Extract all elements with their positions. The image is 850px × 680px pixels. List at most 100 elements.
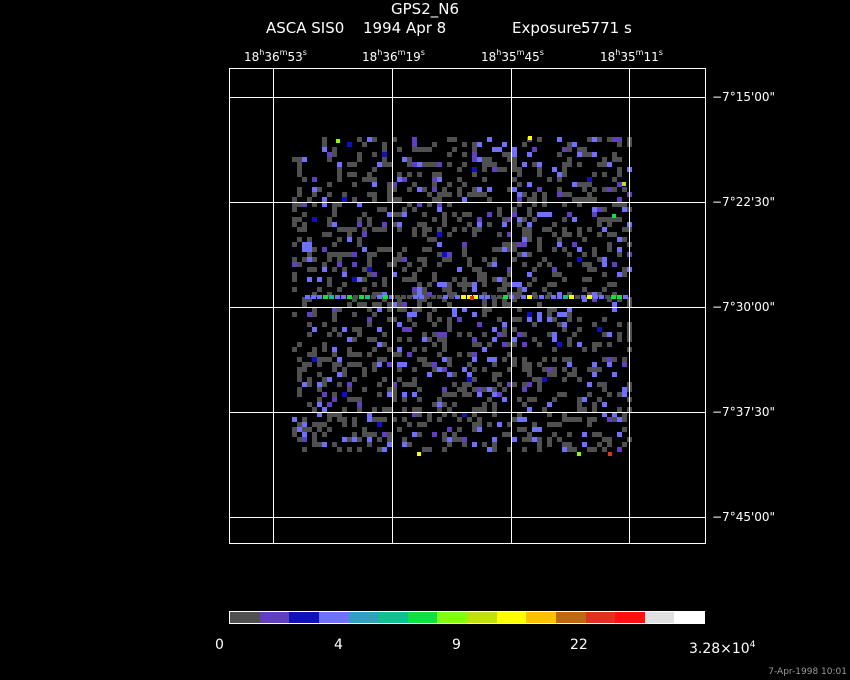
image-pixel (347, 252, 352, 257)
image-pixel (332, 442, 337, 447)
image-pixel (527, 207, 532, 212)
image-pixel (327, 192, 332, 197)
image-pixel (407, 352, 412, 357)
image-pixel (462, 282, 467, 287)
image-pixel (347, 352, 352, 357)
image-pixel (547, 312, 552, 317)
image-pixel (307, 332, 312, 337)
image-pixel (602, 227, 607, 232)
colorbar-segment (259, 612, 290, 623)
image-pixel (507, 217, 512, 222)
image-pixel (322, 147, 327, 152)
image-pixel (347, 382, 352, 387)
image-pixel (482, 442, 487, 447)
image-pixel (527, 252, 532, 257)
image-pixel (457, 417, 462, 422)
image-pixel (507, 187, 512, 192)
image-pixel (502, 287, 507, 292)
image-pixel (362, 232, 367, 237)
image-pixel (432, 182, 437, 187)
image-pixel (327, 402, 332, 407)
image-pixel (492, 412, 497, 417)
image-pixel (497, 372, 502, 377)
image-pixel (482, 407, 487, 412)
image-pixel (372, 227, 377, 232)
image-pixel (597, 442, 602, 447)
image-pixel (532, 377, 537, 382)
image-pixel (502, 397, 507, 402)
image-pixel (617, 447, 622, 452)
image-pixel (417, 172, 422, 177)
image-pixel (382, 342, 387, 347)
image-pixel (462, 392, 467, 397)
image-pixel (577, 202, 582, 207)
image-pixel (622, 442, 627, 447)
image-pixel (322, 202, 327, 207)
image-pixel (347, 172, 352, 177)
image-pixel (602, 412, 607, 417)
image-pixel (332, 312, 337, 317)
image-pixel (413, 295, 418, 299)
image-pixel (357, 217, 362, 222)
image-pixel (372, 167, 377, 172)
image-pixel (592, 362, 597, 367)
image-pixel (502, 332, 507, 337)
image-pixel (457, 332, 462, 337)
image-pixel (427, 412, 432, 417)
image-pixel (512, 337, 517, 342)
image-pixel (492, 297, 497, 302)
image-pixel (432, 322, 437, 327)
image-pixel (607, 282, 612, 287)
image-pixel (482, 347, 487, 352)
sky-image-pixels (292, 136, 632, 456)
image-pixel (562, 192, 567, 197)
image-pixel (597, 367, 602, 372)
image-pixel (337, 372, 342, 377)
image-pixel (327, 257, 332, 262)
image-pixel (392, 137, 397, 142)
image-pixel (407, 202, 412, 207)
image-pixel (327, 427, 332, 432)
image-pixel (602, 447, 607, 452)
image-pixel (507, 247, 512, 252)
image-pixel (412, 292, 417, 297)
image-pixel (377, 307, 382, 312)
image-pixel (552, 247, 557, 252)
image-pixel (452, 372, 457, 377)
image-pixel (607, 217, 612, 222)
image-pixel (522, 232, 527, 237)
image-pixel (342, 327, 347, 332)
image-pixel (352, 327, 357, 332)
colorbar-segment (407, 612, 438, 623)
image-pixel (362, 227, 367, 232)
image-pixel (492, 167, 497, 172)
image-pixel (407, 382, 412, 387)
image-pixel (592, 212, 597, 217)
image-pixel (557, 192, 562, 197)
image-pixel (382, 357, 387, 362)
image-pixel (487, 262, 492, 267)
image-pixel (437, 227, 442, 232)
image-pixel (452, 437, 457, 442)
image-pixel (332, 307, 337, 312)
image-pixel (462, 387, 467, 392)
image-pixel (593, 295, 598, 299)
image-pixel (327, 252, 332, 257)
image-pixel (607, 442, 612, 447)
image-pixel (462, 212, 467, 217)
image-pixel (477, 227, 482, 232)
image-pixel (472, 427, 477, 432)
image-pixel (312, 247, 317, 252)
image-pixel (292, 277, 297, 282)
image-pixel (522, 217, 527, 222)
image-pixel (537, 317, 542, 322)
image-pixel (337, 227, 342, 232)
image-pixel (347, 295, 352, 299)
image-pixel (577, 182, 582, 187)
image-pixel (527, 312, 532, 317)
image-pixel (522, 387, 527, 392)
image-pixel (432, 367, 437, 372)
image-pixel (512, 247, 517, 252)
image-pixel (507, 447, 512, 452)
image-pixel (517, 427, 522, 432)
